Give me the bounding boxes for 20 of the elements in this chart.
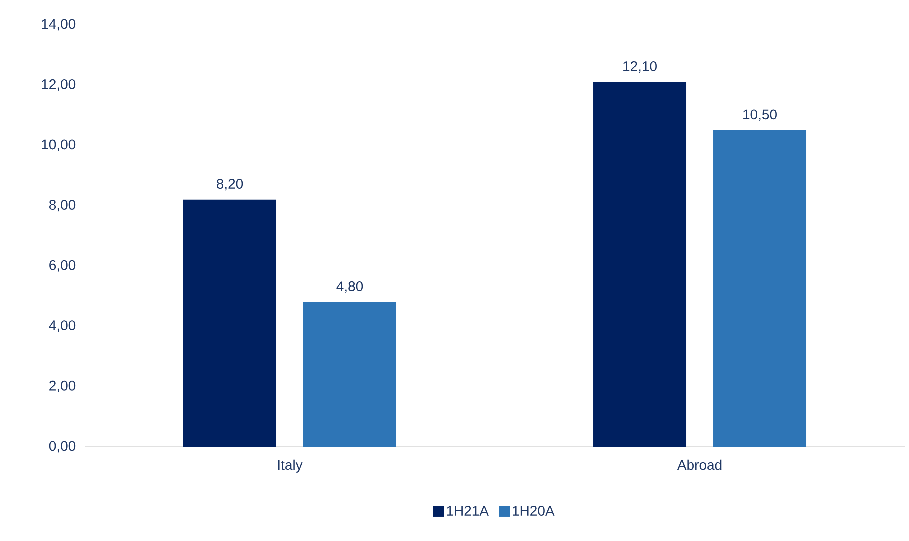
legend-label: 1H21A bbox=[447, 506, 489, 516]
legend-label: 1H20A bbox=[513, 506, 555, 516]
y-tick-label: 2,00 bbox=[50, 380, 76, 393]
bar bbox=[304, 302, 397, 447]
data-label: 8,20 bbox=[216, 179, 244, 191]
y-tick-label: 0,00 bbox=[49, 441, 76, 453]
y-tick-label: 10,00 bbox=[42, 140, 76, 152]
y-tick-label: 12,00 bbox=[42, 79, 76, 92]
y-tick-label: 8,00 bbox=[49, 200, 76, 212]
x-tick-label: Italy bbox=[278, 460, 303, 473]
x-tick-label: Abroad bbox=[677, 460, 722, 470]
bar bbox=[714, 130, 807, 447]
bar bbox=[594, 82, 687, 447]
y-tick-label: 4,00 bbox=[49, 320, 76, 332]
data-label: 12,10 bbox=[624, 61, 657, 74]
bar bbox=[184, 200, 277, 447]
data-label: 10,50 bbox=[744, 110, 777, 122]
y-tick-label: 14,00 bbox=[42, 19, 76, 31]
y-tick-label: 6,00 bbox=[50, 260, 76, 272]
data-label: 4,80 bbox=[336, 282, 364, 294]
